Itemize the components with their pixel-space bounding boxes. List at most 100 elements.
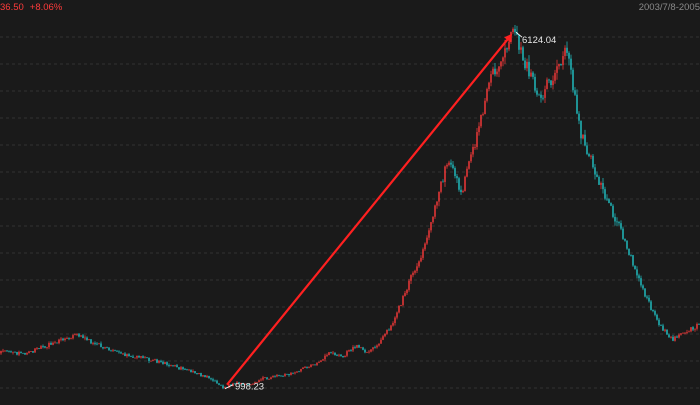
candle-body (32, 351, 34, 353)
candle-body (42, 346, 44, 347)
candle-body (338, 354, 340, 356)
candle-body (574, 90, 576, 95)
candle-body (434, 205, 436, 217)
candle-body (468, 161, 470, 169)
candle-body (156, 359, 158, 363)
candle-body (426, 237, 428, 244)
candle-body (98, 343, 100, 345)
candle-body (588, 153, 590, 157)
candle-body (134, 357, 136, 359)
candle-body (252, 383, 254, 385)
candle-body (464, 176, 466, 192)
candle-body (138, 355, 140, 358)
candle-body (590, 155, 592, 157)
candle-body (550, 80, 552, 86)
candle-body (186, 369, 188, 371)
candle-body (618, 222, 620, 224)
candle-body (408, 280, 410, 290)
candle-body (528, 61, 530, 77)
candle-body (250, 384, 252, 386)
candle-body (76, 334, 78, 336)
candle-body (394, 317, 396, 324)
candle-body (578, 113, 580, 121)
candle-body (16, 352, 18, 355)
candle-body (582, 134, 584, 139)
candle-body (674, 336, 676, 341)
candle-body (304, 367, 306, 368)
candle-body (158, 360, 160, 363)
candle-body (66, 338, 68, 339)
candle-body (120, 352, 122, 354)
candle-body (192, 371, 194, 373)
candle-body (452, 164, 454, 169)
candle-body (534, 76, 536, 91)
candle-body (198, 373, 200, 374)
candle-body (288, 374, 290, 376)
candle-body (312, 364, 314, 366)
candle-body (494, 68, 496, 75)
candle-body (508, 41, 510, 50)
candle-body (82, 335, 84, 339)
change-value: 36.50 (0, 2, 24, 13)
candle-body (564, 47, 566, 57)
candle-body (340, 354, 342, 356)
candle-body (258, 380, 260, 383)
candle-body (560, 64, 562, 66)
candle-body (274, 375, 276, 377)
candle-body (422, 249, 424, 258)
candle-body (382, 336, 384, 340)
candle-body (222, 385, 224, 389)
candle-body (256, 382, 258, 383)
candle-body (294, 372, 296, 374)
candle-body (544, 89, 546, 98)
candle-body (584, 134, 586, 146)
candle-body (418, 261, 420, 267)
candle-body (240, 383, 242, 384)
candle-body (466, 168, 468, 177)
candle-body (580, 120, 582, 139)
candle-body (656, 314, 658, 320)
candle-body (628, 248, 630, 255)
candle-body (488, 82, 490, 90)
candle-body (492, 68, 494, 75)
candle-body (270, 377, 272, 379)
candle-body (310, 364, 312, 367)
candle-body (212, 379, 214, 381)
candle-body (606, 198, 608, 200)
candle-body (406, 289, 408, 294)
candle-body (334, 352, 336, 356)
candle-body (414, 270, 416, 273)
candle-body (178, 367, 180, 370)
low-label: 998.23 (235, 382, 264, 393)
candle-body (142, 356, 144, 358)
candle-body (610, 203, 612, 206)
candle-body (100, 343, 102, 348)
candle-body (696, 324, 698, 329)
candle-body (612, 205, 614, 217)
candle-body (104, 347, 106, 349)
candle-body (496, 71, 498, 75)
candle-body (224, 386, 226, 389)
candle-body (12, 351, 14, 353)
candle-body (520, 47, 522, 50)
candle-body (456, 176, 458, 179)
candle-body (372, 347, 374, 350)
candle-body (540, 94, 542, 98)
candle-body (234, 383, 236, 385)
candle-body (348, 350, 350, 352)
candle-body (146, 357, 148, 359)
candle-body (204, 375, 206, 378)
candle-body (248, 384, 250, 386)
candle-body (116, 350, 118, 352)
candle-body (184, 369, 186, 370)
candle-body (524, 60, 526, 69)
candle-body (130, 356, 132, 357)
candle-body (188, 369, 190, 371)
candle-body (202, 375, 204, 377)
candle-body (378, 343, 380, 346)
candle-body (94, 343, 96, 344)
candle-body (162, 361, 164, 364)
candle-body (164, 362, 166, 364)
candle-body (110, 350, 112, 352)
candle-body (50, 343, 52, 345)
